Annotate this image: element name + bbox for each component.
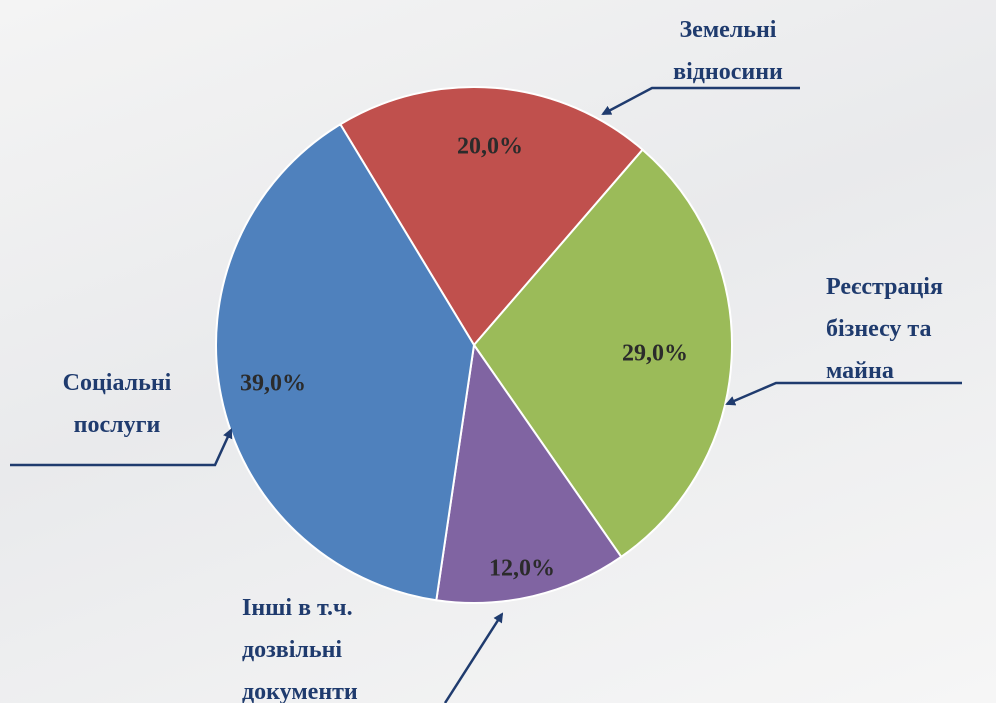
category-label: Соціальні послуги (62, 370, 172, 438)
data-label: 20,0% (457, 134, 523, 160)
leader-lines (10, 86, 962, 703)
pie-slice (472, 148, 734, 559)
leader-line (443, 612, 504, 703)
pie-slice (215, 122, 476, 602)
data-labels: 20,0% 29,0% 12,0% 39,0% (240, 134, 688, 582)
leader-line (725, 381, 962, 406)
category-label: Земельні відносини (673, 17, 783, 85)
pie-slice (435, 342, 623, 604)
data-label: 12,0% (489, 556, 555, 582)
data-label: 29,0% (622, 341, 688, 367)
data-label: 39,0% (240, 371, 306, 397)
category-label: Реєстрація бізнесу та майна (826, 274, 943, 384)
leader-line (10, 428, 233, 467)
leader-line (601, 86, 800, 116)
pie (215, 86, 734, 604)
category-label: Інші в т.ч. дозвільні документи (242, 595, 358, 703)
pie-slice (338, 86, 644, 347)
